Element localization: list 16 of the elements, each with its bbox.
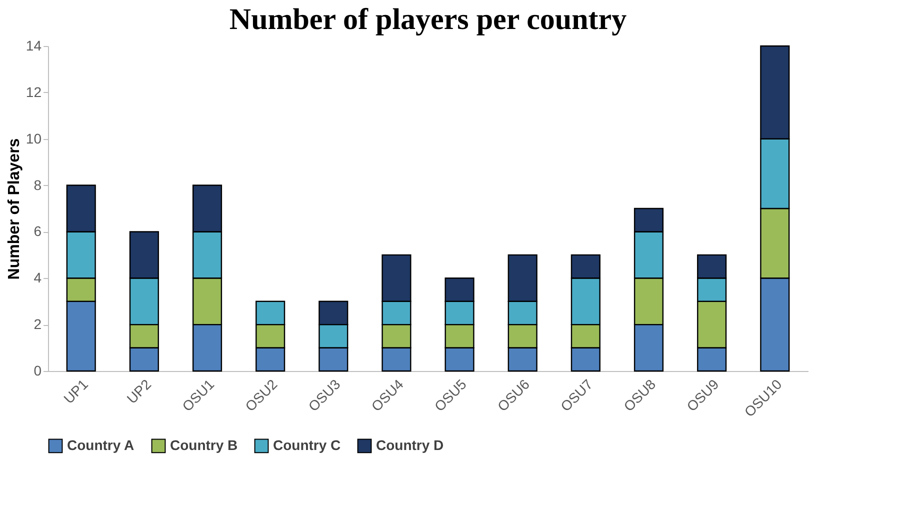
y-tick-label: 2	[34, 316, 42, 332]
legend-label: Country B	[170, 436, 238, 453]
y-tick-label: 4	[34, 270, 42, 286]
y-axis-title: Number of Players	[6, 138, 23, 280]
y-tick-label: 0	[34, 362, 42, 378]
chart-title: Number of players per country	[229, 3, 627, 36]
y-tick-label: 12	[26, 84, 42, 100]
x-tick-label: UP2	[124, 376, 154, 407]
legend-label: Country D	[376, 436, 444, 453]
legend-label: Country A	[67, 436, 134, 453]
legend-label: Country C	[273, 436, 341, 453]
x-tick-label: UP1	[60, 376, 92, 407]
y-tick-label: 14	[26, 38, 42, 54]
y-tick-label: 6	[34, 223, 42, 240]
y-tick-label: 8	[34, 176, 42, 193]
y-tick-label: 10	[26, 130, 42, 146]
